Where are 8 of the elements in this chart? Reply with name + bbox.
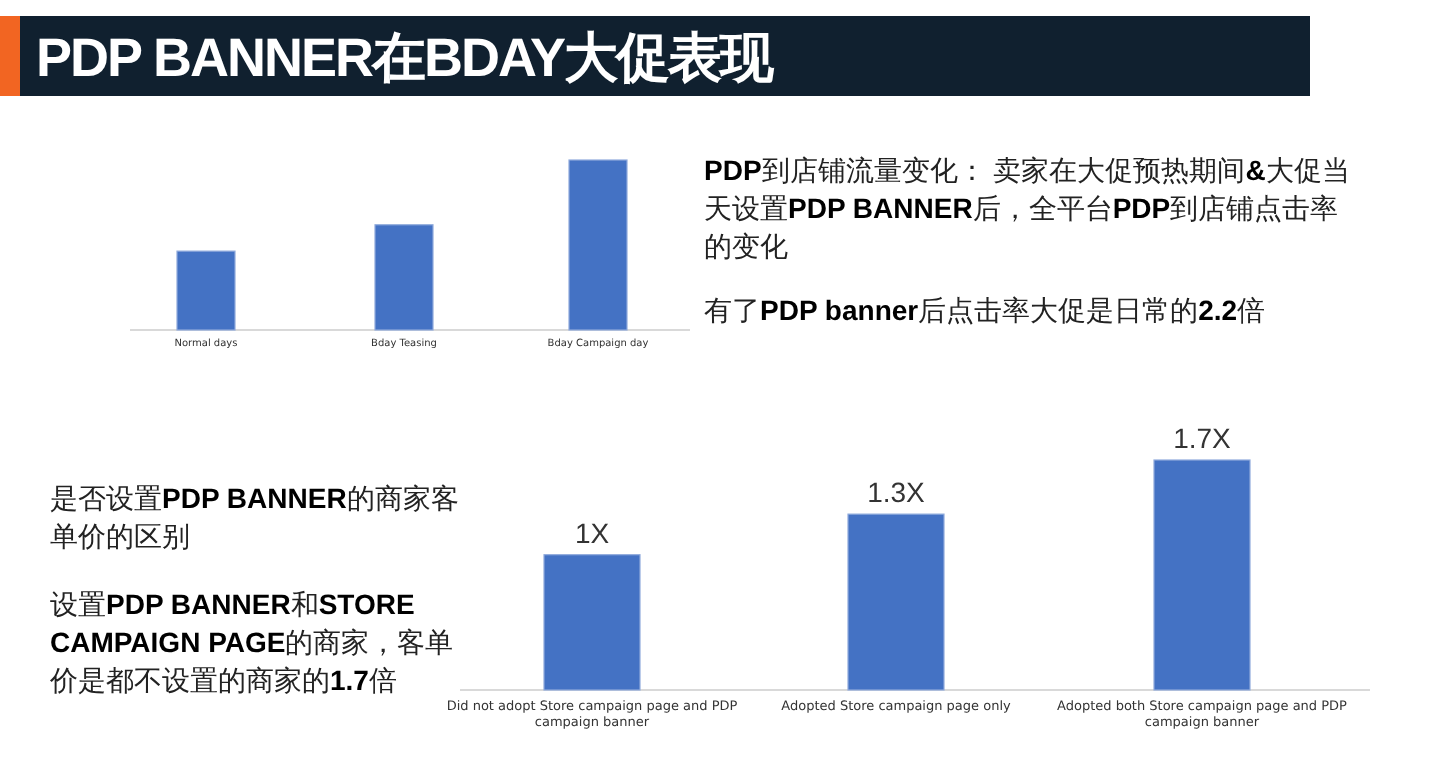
text: 设置PDP BANNER和STORE CAMPAIGN PAGE的商家，客单价是都不设置的商家的1.7倍 [50,588,454,696]
text: PDP到店铺流量变化： 卖家在大促预热期间&大促当天设置PDP BANNER后，全平台PDP到店铺点击率的变化 [704,154,1350,262]
data-label: 1.3X [867,476,927,509]
text: 有了PDP banner后点击率大促是日常的2.2倍 [704,292,1268,330]
data-label: 1X [574,516,611,549]
chart-title: PDP BANNER在BDAY大促表现 [36,26,773,92]
text: 是否设置PDP BANNER的商家客单价的区别 [50,482,459,552]
data-label: 1.7X [1173,422,1233,454]
